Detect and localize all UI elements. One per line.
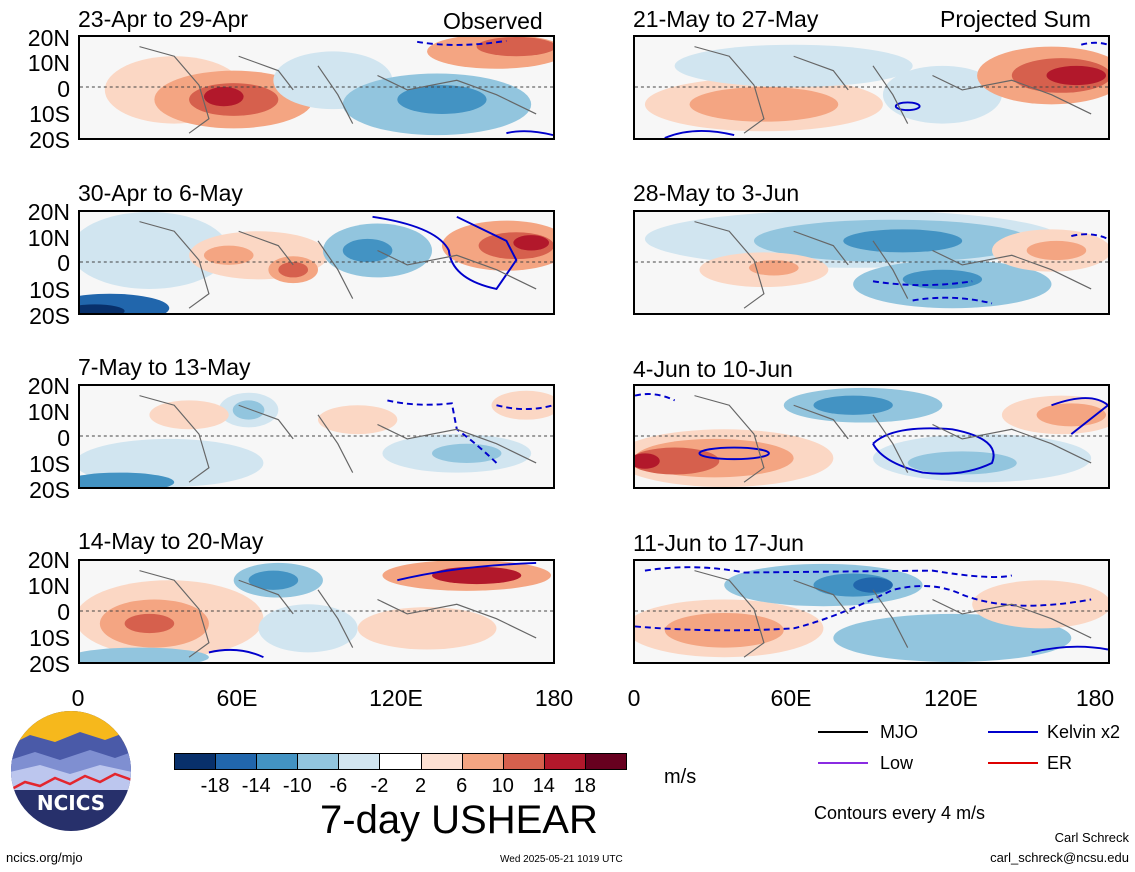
- colorbar-swatch: [461, 753, 504, 770]
- lat-label: 10N: [27, 225, 70, 251]
- panel-title: 21-May to 27-May: [633, 6, 819, 32]
- lat-label: 10S: [29, 101, 70, 127]
- legend-line-mjo: [818, 731, 868, 733]
- lat-label: 0: [57, 599, 70, 625]
- lat-label: 0: [57, 250, 70, 276]
- colorbar-tick: -10: [282, 775, 312, 797]
- panel-title: 23-Apr to 29-Apr: [78, 6, 249, 32]
- chart-title: 7-day USHEAR: [320, 798, 598, 842]
- footer-timestamp: Wed 2025-05-21 1019 UTC: [500, 854, 623, 865]
- panel-title: 7-May to 13-May: [78, 354, 251, 380]
- panel-title: 28-May to 3-Jun: [633, 180, 800, 206]
- map-panel: [78, 35, 555, 140]
- lat-label: 20N: [27, 547, 70, 573]
- lat-label: 20S: [29, 477, 70, 503]
- map-panel: [633, 559, 1110, 664]
- lat-label: 0: [57, 425, 70, 451]
- lat-label: 10N: [27, 399, 70, 425]
- lon-label: 60E: [216, 685, 258, 711]
- colorbar-swatch: [215, 753, 258, 770]
- colorbar-tick: 14: [532, 775, 555, 797]
- lat-label: 20N: [27, 25, 70, 51]
- colorbar-tick: -14: [241, 775, 271, 797]
- colorbar-unit: m/s: [664, 766, 697, 788]
- colorbar-swatch: [584, 753, 627, 770]
- lat-label: 10N: [27, 50, 70, 76]
- legend-label-low: Low: [880, 753, 914, 773]
- map-panel: [78, 210, 555, 315]
- map-panel: [633, 35, 1110, 140]
- panel-title: 4-Jun to 10-Jun: [633, 356, 793, 382]
- lat-label: 20N: [27, 373, 70, 399]
- logo-text: NCICS: [37, 791, 105, 815]
- legend-label-mjo: MJO: [880, 722, 918, 742]
- lat-label: 10S: [29, 625, 70, 651]
- footer-author: Carl Schreck: [1054, 830, 1129, 845]
- colorbar-tick: 18: [573, 775, 597, 797]
- lat-label: 10S: [29, 451, 70, 477]
- colorbar-tick: 2: [414, 775, 427, 797]
- contour-note: Contours every 4 m/s: [814, 803, 986, 823]
- lon-label: 120E: [369, 685, 423, 711]
- colorbar-tick: -18: [200, 775, 230, 797]
- colorbar-swatch: [543, 753, 586, 770]
- lat-label: 20N: [27, 199, 70, 225]
- colorbar-swatch: [379, 753, 422, 770]
- lat-label: 10N: [27, 573, 70, 599]
- lon-label: 60E: [770, 685, 812, 711]
- colorbar-tick: -6: [329, 775, 348, 797]
- legend-line-kelvin: [988, 731, 1038, 733]
- panel-title: 30-Apr to 6-May: [78, 180, 243, 206]
- colorbar-swatch: [297, 753, 340, 770]
- footer-url[interactable]: ncics.org/mjo: [6, 850, 83, 865]
- colorbar-swatch: [174, 753, 217, 770]
- panel-title: 11-Jun to 17-Jun: [633, 530, 804, 556]
- colorbar-swatch: [256, 753, 299, 770]
- lon-label: 180: [1075, 685, 1115, 711]
- map-panel: [78, 559, 555, 664]
- panel-label: Projected Sum: [940, 6, 1091, 32]
- panel-label: Observed: [443, 8, 543, 34]
- colorbar-swatch: [420, 753, 463, 770]
- legend-label-er: ER: [1047, 753, 1073, 773]
- legend-line-er: [988, 762, 1038, 764]
- colorbar-tick: -2: [370, 775, 389, 797]
- colorbar-tick: 6: [456, 775, 468, 797]
- map-panel: [633, 384, 1110, 489]
- lat-label: 20S: [29, 127, 70, 153]
- map-panel: [633, 210, 1110, 315]
- lon-label: 120E: [924, 685, 978, 711]
- lon-label: 180: [534, 685, 574, 711]
- legend-label-kelvin: Kelvin x2: [1047, 722, 1121, 742]
- lat-label: 20S: [29, 303, 70, 329]
- lat-label: 10S: [29, 277, 70, 303]
- legend-line-low: [818, 762, 868, 764]
- lon-label: 0: [627, 685, 641, 711]
- lon-label: 0: [71, 685, 85, 711]
- panel-title: 14-May to 20-May: [78, 528, 264, 554]
- footer-email[interactable]: carl_schreck@ncsu.edu: [990, 850, 1129, 865]
- lat-label: 20S: [29, 651, 70, 677]
- map-panel: [78, 384, 555, 489]
- colorbar-swatch: [338, 753, 381, 770]
- ncics-logo: NCICS: [10, 710, 132, 832]
- lat-label: 0: [57, 76, 70, 102]
- colorbar-swatch: [502, 753, 545, 770]
- colorbar-tick: 10: [491, 775, 514, 797]
